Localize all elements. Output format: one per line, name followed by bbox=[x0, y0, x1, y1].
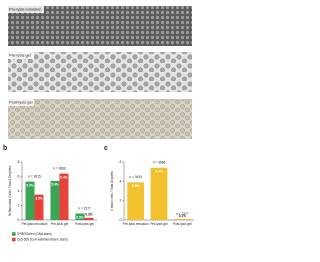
annotation: n = 3615 bbox=[28, 174, 41, 178]
annotation: n = 3686 bbox=[153, 161, 166, 165]
bar bbox=[75, 213, 85, 220]
annotation: n = 2377 bbox=[176, 212, 189, 216]
bar bbox=[150, 167, 168, 220]
bar bbox=[173, 219, 191, 220]
micrograph-label: Post-lysis gel bbox=[9, 100, 33, 105]
y-tick-label: 2 bbox=[120, 199, 122, 203]
annotation: n = 3686 bbox=[53, 166, 66, 170]
bar bbox=[50, 180, 60, 220]
micrograph bbox=[8, 99, 192, 139]
x-tick-label: Post-lysis gel bbox=[75, 222, 94, 226]
micrograph-label: Pre-lysis gel bbox=[9, 53, 31, 58]
value-label: 6.4% bbox=[60, 175, 67, 179]
bar bbox=[59, 173, 69, 220]
value-label: 3.5% bbox=[35, 196, 42, 200]
value-label: 3.9% bbox=[132, 184, 139, 188]
y-axis-label: # Intact cells / Total Droplets bbox=[110, 171, 114, 211]
x-tick-label: Post-lysis gel bbox=[173, 222, 192, 226]
bar bbox=[84, 217, 94, 220]
y-tick-label: 6 bbox=[18, 174, 20, 178]
legend-swatch bbox=[12, 232, 16, 236]
y-tick-label: 8 bbox=[18, 160, 20, 164]
figure: Pre-lysis emulsion Pre-lysis gel Post-ly… bbox=[3, 6, 194, 242]
micrograph bbox=[8, 52, 192, 92]
legend-swatch bbox=[12, 237, 16, 242]
y-tick-label: 0 bbox=[120, 218, 122, 222]
y-axis-label: % Barcoded Cells / Total # Droplets bbox=[8, 166, 12, 216]
value-label: 5.3% bbox=[26, 183, 33, 187]
panel-letter: b bbox=[3, 145, 7, 152]
value-label: 5.4% bbox=[51, 183, 58, 187]
y-tick-label: 0 bbox=[18, 218, 20, 222]
x-tick-label: Pre-lysis gel bbox=[51, 222, 69, 226]
y-tick-label: 2 bbox=[18, 203, 20, 207]
annotation: n = 2377 bbox=[78, 206, 91, 210]
value-label: 0.1% bbox=[179, 214, 186, 218]
x-tick-label: Pre-lysis emulsion bbox=[22, 222, 48, 226]
label-bg bbox=[8, 6, 44, 13]
bar bbox=[127, 182, 145, 220]
x-tick-label: Pre-lysis gel bbox=[150, 222, 168, 226]
x-tick-label: Pre-lysis emulsion bbox=[123, 222, 149, 226]
bar bbox=[34, 194, 44, 220]
label-bg bbox=[8, 99, 34, 106]
micrograph-label: Pre-lysis emulsion bbox=[9, 7, 41, 12]
label-bg bbox=[8, 52, 34, 59]
bar bbox=[25, 181, 35, 220]
value-label: 0.9% bbox=[76, 215, 83, 219]
y-tick-label: 6 bbox=[120, 160, 122, 164]
legend-label: Cy5-555 (Cell wall/membrane stain) bbox=[17, 237, 68, 241]
value-label: 5.4% bbox=[155, 170, 162, 174]
value-label: 0.3% bbox=[85, 213, 92, 217]
panel-letter: c bbox=[104, 145, 108, 152]
legend-label: SYBRGreen (DNA stain) bbox=[17, 232, 52, 236]
y-tick-label: 4 bbox=[18, 189, 20, 193]
y-tick-label: 4 bbox=[120, 179, 122, 183]
annotation: n = 3615 bbox=[129, 175, 142, 179]
